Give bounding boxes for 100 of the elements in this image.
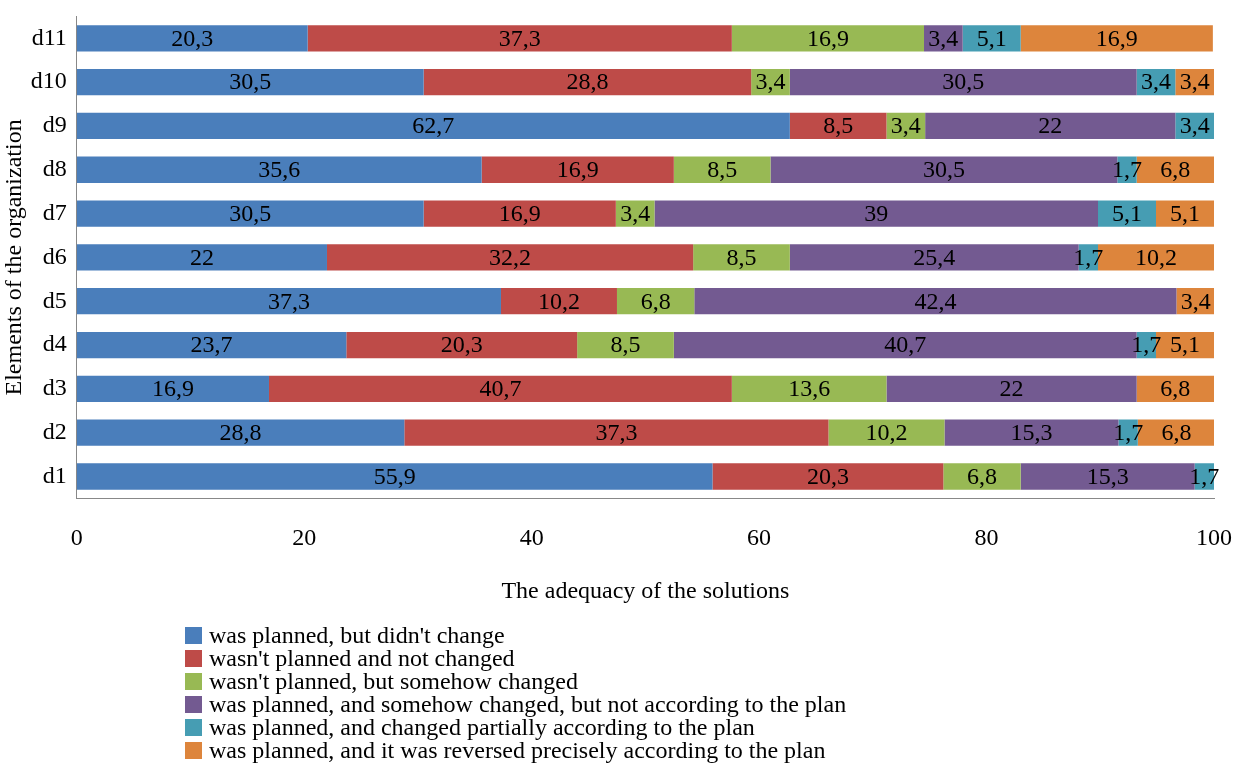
bar: [789, 112, 887, 140]
data-label: 28,8: [566, 68, 609, 95]
bar: [1098, 200, 1156, 227]
data-label: 15,3: [1010, 418, 1053, 445]
bar: [481, 156, 674, 183]
bar: [76, 25, 308, 52]
bar: [1020, 25, 1213, 52]
bar: [789, 68, 1137, 96]
data-label: 6,8: [1161, 418, 1192, 445]
data-label: 10,2: [865, 418, 908, 445]
data-label: 15,3: [1086, 462, 1129, 489]
bar: [731, 25, 925, 52]
data-label: 16,9: [151, 375, 194, 402]
bar: [693, 244, 790, 271]
data-label: 8,5: [823, 112, 854, 139]
bar: [423, 200, 616, 227]
data-label: 25,4: [913, 243, 956, 270]
bar: [76, 375, 269, 402]
bar: [654, 200, 1099, 227]
data-label: 10,2: [537, 287, 580, 314]
data-label: 13,6: [788, 375, 831, 402]
data-label: 30,5: [922, 156, 965, 183]
data-label: 55,9: [373, 462, 416, 489]
data-label: 30,5: [942, 68, 985, 95]
x-tick-label: 40: [519, 524, 544, 551]
data-label: 22: [189, 243, 214, 270]
data-label: 37,3: [267, 287, 310, 314]
data-label: 16,9: [556, 156, 599, 183]
data-label: 3,4: [1141, 68, 1171, 95]
bar: [712, 463, 944, 490]
x-tick-label: 80: [974, 524, 999, 551]
data-label: 5,1: [1170, 199, 1200, 226]
bar: [76, 244, 327, 271]
data-label: 3,4: [755, 68, 786, 95]
bar: [76, 419, 405, 446]
data-label: 37,3: [498, 24, 541, 51]
y-tick-label: d1: [42, 461, 67, 488]
data-label: 8,5: [707, 156, 738, 183]
y-tick-label: d3: [42, 374, 67, 401]
x-tick-label: 0: [70, 524, 83, 551]
data-label: 20,3: [171, 24, 214, 51]
bar: [694, 288, 1177, 315]
data-label: 42,4: [914, 287, 957, 314]
data-label: 6,8: [967, 462, 998, 489]
data-label: 3,4: [890, 112, 921, 139]
data-label: 39: [864, 199, 889, 226]
bar: [76, 331, 347, 359]
data-label: 22: [1038, 112, 1063, 139]
bar: [423, 68, 752, 96]
data-label: 8,5: [610, 331, 641, 358]
y-tick-label: d4: [42, 330, 67, 357]
data-label: 28,8: [219, 418, 262, 445]
y-tick-label: d9: [42, 111, 67, 138]
data-label: 5,1: [1170, 331, 1200, 358]
bar: [326, 244, 694, 271]
bar: [76, 112, 790, 140]
bar: [346, 331, 578, 359]
bar: [76, 68, 424, 96]
data-label: 3,4: [928, 24, 959, 51]
data-label: 16,9: [806, 24, 849, 51]
bar: [1156, 200, 1214, 227]
bar: [76, 463, 713, 490]
bar: [76, 200, 424, 227]
data-label: 3,4: [1180, 287, 1211, 314]
y-tick-label: d6: [42, 242, 67, 269]
legend-label: was planned, but didn't change: [209, 622, 505, 648]
data-label: 6,8: [1160, 375, 1191, 402]
x-tick-label: 20: [292, 524, 317, 551]
data-label: 10,2: [1135, 243, 1177, 270]
bar: [731, 375, 887, 402]
x-tick-label: 100: [1196, 524, 1232, 551]
x-tick-label: 60: [747, 524, 772, 551]
data-label: 20,3: [440, 331, 483, 358]
y-tick-label: d5: [42, 286, 67, 313]
data-label: 3,4: [1179, 68, 1210, 95]
data-label: 30,5: [229, 199, 272, 226]
y-tick-label: d7: [42, 198, 67, 225]
bar: [76, 288, 501, 315]
bar: [925, 112, 1176, 140]
data-label: 40,7: [479, 375, 522, 402]
data-label: 40,7: [884, 331, 927, 358]
data-label: 37,3: [595, 418, 638, 445]
data-label: 5,1: [1112, 199, 1142, 226]
y-tick-label: d2: [42, 417, 67, 444]
data-label: 22: [999, 375, 1024, 402]
y-tick-label: d8: [42, 155, 67, 182]
data-label: 32,2: [489, 243, 532, 270]
y-axis-title: Elements of the organization: [0, 119, 26, 396]
bar: [828, 419, 945, 446]
data-label: 5,1: [976, 24, 1007, 51]
y-tick-label: d10: [30, 67, 67, 94]
data-label: 62,7: [412, 112, 455, 139]
data-label: 3,4: [620, 199, 651, 226]
bar: [886, 375, 1137, 402]
data-label: 23,7: [190, 331, 233, 358]
data-label: 3,4: [1179, 112, 1210, 139]
data-label: 6,8: [640, 287, 671, 314]
bar: [404, 419, 829, 446]
data-label: 6,8: [1160, 156, 1191, 183]
data-label: 16,9: [1095, 24, 1138, 51]
